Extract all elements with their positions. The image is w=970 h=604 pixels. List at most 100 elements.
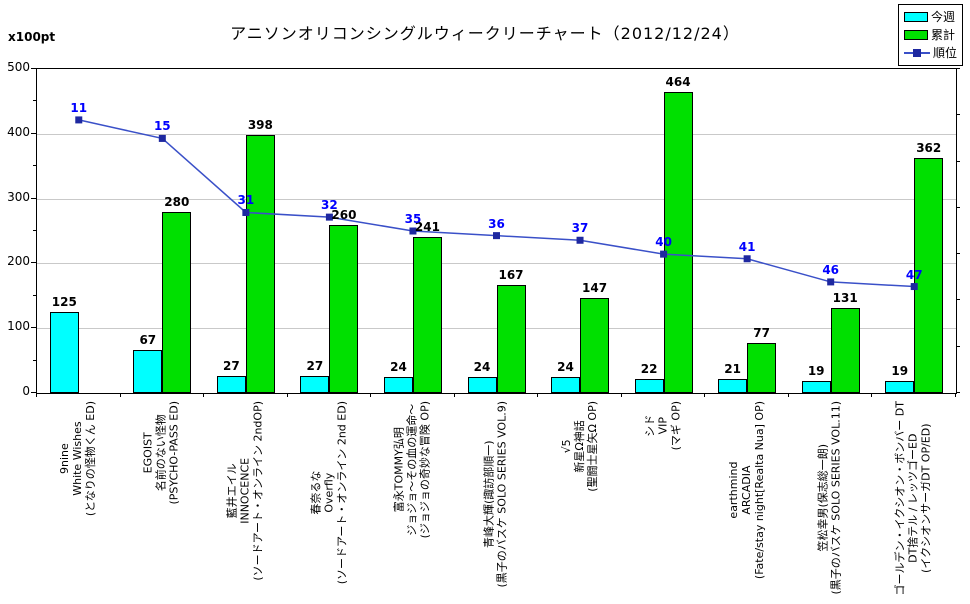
legend-item-total: 累計: [903, 26, 957, 44]
category-label: EGOIST 名前のない怪物 (PSYCHO-PASS ED): [141, 401, 181, 505]
y-axis-tick: [33, 294, 36, 296]
rank-marker-icon: [409, 227, 417, 235]
thisweek-value-label: 22: [640, 361, 658, 376]
thisweek-value-label: 24: [390, 360, 407, 375]
rank-value-label: 37: [571, 221, 589, 236]
plot-area: 125 67 280 27 398 27 260 24 241 24 167 24 147 22 464 21…: [36, 68, 957, 394]
x-axis-tick: [453, 393, 455, 397]
rank-marker-icon: [242, 208, 250, 216]
y-axis-unit-label: x100pt: [8, 30, 56, 44]
rank-value-label: 47: [905, 267, 923, 282]
rank-axis-tick: [956, 392, 960, 393]
y-axis-tick: [31, 327, 36, 329]
rank-axis-tick: [956, 68, 960, 69]
total-value-label: 398: [247, 118, 273, 133]
legend-label-rank: 順位: [932, 46, 957, 60]
rank-value-label: 11: [70, 100, 88, 115]
rank-axis-tick: [956, 253, 960, 255]
y-axis-tick-label: 400: [7, 124, 30, 139]
rank-value-label: 41: [738, 239, 756, 254]
rank-value-label: 35: [404, 212, 422, 226]
y-axis-tick-label: 300: [7, 189, 30, 204]
x-axis-tick: [620, 393, 622, 397]
y-axis-tick: [33, 230, 36, 231]
rank-axis-tick: [956, 160, 960, 162]
gridline: [37, 133, 956, 135]
rank-marker-icon: [660, 250, 668, 258]
y-axis-tick: [31, 132, 36, 134]
rank-value-label: 31: [237, 193, 255, 208]
thisweek-value-label: 19: [891, 363, 909, 378]
x-axis-tick: [36, 393, 37, 397]
thisweek-bar: [216, 375, 246, 393]
rank-axis-tick: [956, 299, 960, 301]
total-value-label: 464: [665, 75, 691, 90]
total-bar: [747, 343, 777, 393]
gridline: [37, 263, 956, 265]
y-axis-tick: [31, 197, 36, 199]
rank-value-label: 32: [321, 198, 338, 213]
y-axis-tick: [31, 392, 36, 393]
x-axis-tick: [787, 393, 789, 397]
thisweek-value-label: 24: [557, 360, 574, 375]
thisweek-value-label: 19: [807, 363, 825, 378]
rank-axis-tick: [956, 114, 960, 116]
total-bar: [162, 211, 192, 393]
y-axis-tick: [31, 262, 36, 264]
rank-marker-icon: [158, 134, 166, 142]
thisweek-value-label: 27: [306, 358, 324, 373]
thisweek-bar: [634, 378, 664, 393]
rank-marker-icon: [325, 213, 333, 221]
thisweek-bar: [133, 349, 163, 393]
category-label: √5 新星Ω神話 (聖闘士星矢Ω OP): [559, 401, 599, 492]
rank-axis-tick: [956, 345, 960, 347]
category-label: 富永TOMMY弘明 ジョジョ～その血の運命～ (ジョジョの奇妙な冒険 OP): [392, 401, 432, 539]
rank-marker-icon: [493, 232, 500, 240]
x-axis-tick: [537, 393, 539, 397]
y-axis-tick: [33, 100, 36, 102]
rank-marker-icon: [910, 283, 918, 291]
x-axis-tick: [286, 393, 288, 397]
y-axis-tick-label: 200: [7, 254, 30, 269]
category-label: earthmind ARCADIA (Fate/stay night[Realt…: [726, 401, 766, 580]
rank-marker-icon: [743, 255, 751, 263]
legend-label-thisweek: 今週: [930, 10, 955, 24]
x-axis-tick: [704, 393, 706, 397]
rank-value-label: 15: [153, 119, 171, 134]
chart-title: アニソンオリコンシングルウィークリーチャート（2012/12/24）: [230, 24, 740, 43]
category-label: シド VIP (マギ OP): [643, 401, 683, 451]
total-bar: [914, 158, 944, 393]
thisweek-bar: [49, 312, 79, 393]
category-label: 青峰大輝(諏訪部順一) (黒子のバスケ SOLO SERIES VOL.9): [482, 401, 509, 588]
y-axis-tick: [33, 359, 36, 361]
thisweek-bar: [383, 377, 413, 393]
total-value-label: 260: [331, 207, 357, 222]
thisweek-bar: [718, 379, 748, 393]
x-axis-tick: [370, 393, 372, 397]
total-value-label: 147: [582, 280, 608, 295]
legend-label-total: 累計: [930, 28, 955, 42]
rank-line-swatch-icon: [903, 48, 930, 58]
rank-marker-icon: [576, 236, 584, 244]
total-bar: [496, 284, 526, 393]
total-bar: [663, 92, 693, 393]
rank-axis-tick: [956, 206, 960, 208]
category-label: 藍井エイル INNOCENCE (ソードアート・オンライン 2ndOP): [225, 401, 265, 581]
thisweek-value-label: 21: [724, 362, 741, 377]
legend-item-rank: 順位: [903, 44, 957, 62]
x-axis-tick: [119, 393, 121, 397]
total-value-label: 241: [414, 219, 440, 234]
total-value-label: 77: [753, 326, 770, 341]
y-axis-tick: [31, 68, 36, 69]
legend-item-thisweek: 今週: [903, 8, 957, 26]
thisweek-value-label: 27: [223, 358, 240, 373]
total-value-label: 362: [916, 141, 942, 156]
total-value-label: 280: [164, 194, 190, 209]
thisweek-value-label: 67: [139, 332, 157, 347]
thisweek-bar: [551, 377, 581, 393]
thisweek-value-label: 125: [51, 295, 77, 309]
total-bar: [245, 135, 275, 393]
category-label: 9nine White Wishes (となりの怪物くん ED): [58, 401, 98, 517]
y-axis-tick: [33, 165, 36, 167]
